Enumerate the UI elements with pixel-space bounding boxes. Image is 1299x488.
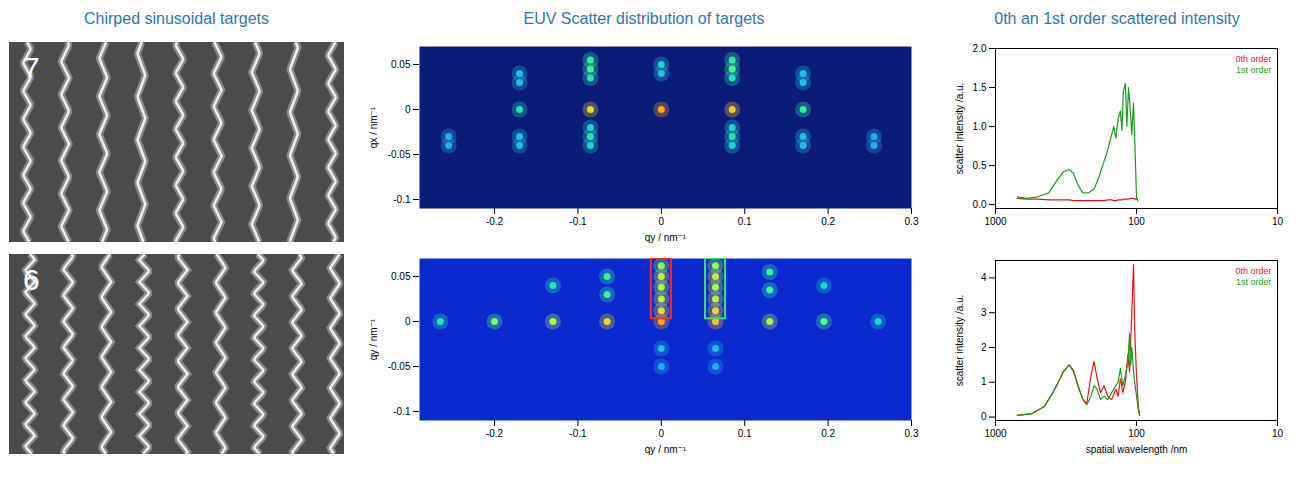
svg-text:0.2: 0.2 — [821, 216, 835, 227]
svg-text:2: 2 — [981, 342, 987, 353]
svg-text:0: 0 — [659, 216, 665, 227]
svg-text:0.05: 0.05 — [391, 271, 411, 282]
svg-text:-0.1: -0.1 — [393, 194, 411, 205]
svg-text:-0.1: -0.1 — [569, 428, 587, 439]
svg-text:0: 0 — [405, 316, 411, 327]
svg-text:0.2: 0.2 — [821, 428, 835, 439]
html-text:0th an 1st order scattered int: 0th an 1st order scattered intensity — [994, 10, 1240, 27]
svg-text:spatial wavelength /nm: spatial wavelength /nm — [1086, 444, 1188, 455]
svg-text:0.1: 0.1 — [738, 216, 752, 227]
svg-text:0.3: 0.3 — [905, 216, 919, 227]
svg-text:1000: 1000 — [984, 428, 1007, 439]
svg-text:-0.05: -0.05 — [388, 149, 411, 160]
svg-text:0th order: 0th order — [1235, 54, 1271, 64]
svg-text:0.1: 0.1 — [738, 428, 752, 439]
svg-text:0.5: 0.5 — [973, 160, 987, 171]
svg-text:0: 0 — [405, 104, 411, 115]
svg-text:100: 100 — [1128, 428, 1145, 439]
html-text:Chirped sinusoidal targets: Chirped sinusoidal targets — [84, 10, 269, 27]
svg-text:-0.2: -0.2 — [486, 216, 504, 227]
svg-text:0.05: 0.05 — [391, 59, 411, 70]
svg-text:qy / nm⁻¹: qy / nm⁻¹ — [645, 232, 687, 243]
svg-text:-0.1: -0.1 — [393, 406, 411, 417]
svg-text:-0.2: -0.2 — [486, 428, 504, 439]
svg-text:3: 3 — [981, 307, 987, 318]
svg-text:scatter intensity /a.u.: scatter intensity /a.u. — [954, 295, 965, 387]
svg-text:0th order: 0th order — [1235, 266, 1271, 276]
svg-text:1st order: 1st order — [1236, 65, 1272, 75]
svg-text:0.3: 0.3 — [905, 428, 919, 439]
svg-text:10: 10 — [1272, 216, 1284, 227]
svg-text:4: 4 — [981, 272, 987, 283]
svg-text:1000: 1000 — [984, 216, 1007, 227]
svg-text:2.0: 2.0 — [973, 43, 987, 54]
svg-text:10: 10 — [1272, 428, 1284, 439]
svg-text:0: 0 — [659, 428, 665, 439]
svg-text:scatter intensity /a.u.: scatter intensity /a.u. — [954, 83, 965, 175]
svg-text:-0.05: -0.05 — [388, 361, 411, 372]
svg-text:1.5: 1.5 — [973, 82, 987, 93]
html-text:EUV Scatter distribution of ta: EUV Scatter distribution of targets — [523, 10, 765, 27]
svg-text:100: 100 — [1128, 216, 1145, 227]
svg-text:0: 0 — [981, 411, 987, 422]
svg-text:7: 7 — [23, 51, 40, 84]
svg-text:6: 6 — [23, 263, 40, 296]
svg-text:1: 1 — [981, 376, 987, 387]
svg-text:0.0: 0.0 — [973, 199, 987, 210]
svg-text:-0.1: -0.1 — [569, 216, 587, 227]
svg-text:qy / nm⁻¹: qy / nm⁻¹ — [368, 318, 379, 360]
svg-text:1st order: 1st order — [1236, 277, 1272, 287]
svg-text:qx / nm⁻¹: qx / nm⁻¹ — [368, 106, 379, 148]
svg-text:1.0: 1.0 — [973, 121, 987, 132]
svg-text:qy / nm⁻¹: qy / nm⁻¹ — [645, 444, 687, 455]
